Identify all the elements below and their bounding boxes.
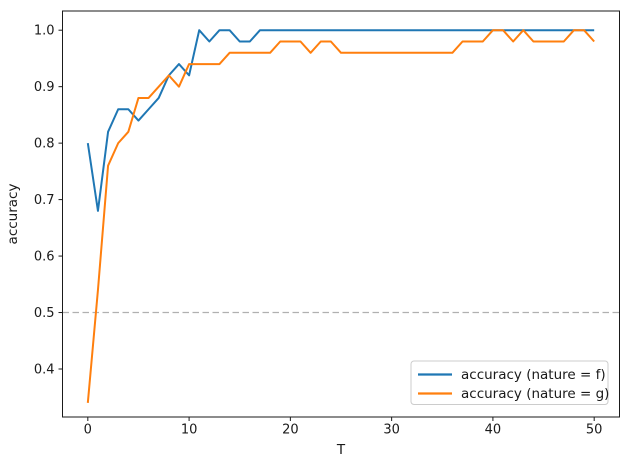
y-axis-label: accuracy — [5, 184, 21, 245]
x-tick-label-20: 20 — [282, 423, 299, 438]
legend: accuracy (nature = f) accuracy (nature =… — [410, 360, 609, 405]
y-tick-label-1: 1.0 — [34, 24, 55, 39]
y-tick-label-0.8: 0.8 — [34, 137, 55, 152]
y-tick-label-0.5: 0.5 — [34, 306, 55, 321]
x-tick-label-50: 50 — [586, 423, 603, 438]
x-tick-label-0: 0 — [84, 423, 92, 438]
legend-label-nature-f: accuracy (nature = f) — [461, 367, 606, 383]
x-tick-label-40: 40 — [485, 423, 502, 438]
series-line-nature-g — [86, 29, 595, 403]
plot-frame — [62, 10, 620, 418]
legend-box — [410, 360, 609, 405]
x-axis-label: T — [336, 442, 346, 458]
x-axis-ticks: 0 10 20 30 40 50 — [84, 417, 603, 438]
y-tick-label-0.9: 0.9 — [34, 80, 55, 95]
x-tick-label-30: 30 — [383, 423, 400, 438]
y-tick-label-0.6: 0.6 — [34, 250, 55, 265]
y-tick-label-0.7: 0.7 — [34, 193, 55, 208]
y-tick-label-0.4: 0.4 — [34, 363, 55, 378]
series-line-nature-f — [86, 29, 595, 212]
y-axis-ticks: 0.4 0.5 0.6 0.7 0.8 0.9 1.0 — [34, 24, 63, 378]
x-tick-label-10: 10 — [181, 423, 198, 438]
series-lines-group — [86, 29, 595, 403]
legend-label-nature-g: accuracy (nature = g) — [461, 386, 609, 402]
